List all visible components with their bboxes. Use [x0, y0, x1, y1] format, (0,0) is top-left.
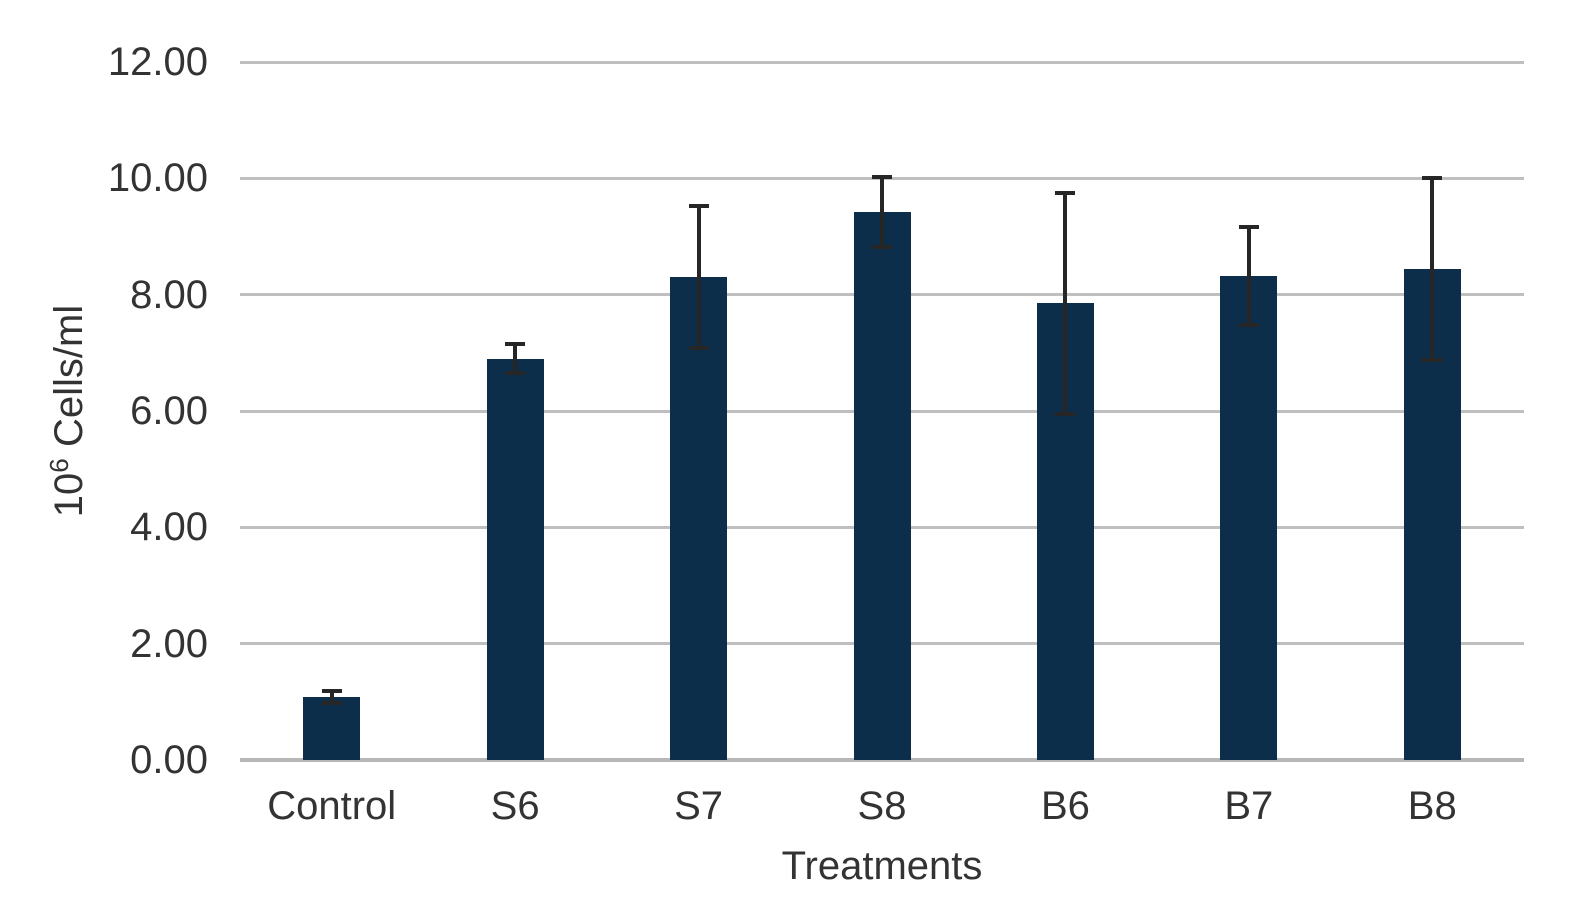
error-bar-bottom-cap	[1055, 411, 1076, 416]
x-category-label: B7	[1224, 784, 1274, 828]
error-bar-stem	[1063, 192, 1068, 414]
y-axis-title-exponent: 6	[44, 458, 74, 473]
error-bar-top-cap	[1422, 176, 1443, 181]
x-category-label: B6	[1040, 784, 1090, 828]
y-tick-label: 0.00	[130, 738, 208, 782]
bar	[1220, 276, 1278, 760]
bar	[670, 277, 728, 760]
error-bar-stem	[696, 206, 701, 349]
error-bar-stem	[1246, 226, 1251, 326]
y-tick-label: 6.00	[130, 389, 208, 433]
error-bar-top-cap	[1238, 224, 1259, 229]
error-bar-top-cap	[321, 689, 342, 694]
y-tick-label: 2.00	[130, 621, 208, 666]
x-category-label: S7	[674, 784, 724, 828]
y-axis-title-unit: Cells/ml	[47, 304, 91, 448]
bar	[303, 697, 361, 760]
y-tick-label: 8.00	[130, 272, 208, 317]
x-axis-title: Treatments	[781, 844, 983, 888]
x-category-label: S6	[490, 784, 540, 828]
x-category-label: S8	[857, 784, 907, 828]
error-bar-top-cap	[688, 204, 709, 209]
y-tick-label: 12.00	[107, 40, 208, 84]
error-bar-top-cap	[872, 175, 892, 180]
error-bar-bottom-cap	[1422, 357, 1443, 362]
y-axis-title-base: 10	[47, 472, 91, 518]
error-bar-stem	[329, 691, 334, 703]
x-category-label: B8	[1407, 784, 1457, 828]
error-bar-bottom-cap	[872, 244, 892, 249]
y-axis-title: 106 Cells/ml	[44, 304, 94, 518]
bar	[486, 358, 544, 760]
error-bar-bottom-cap	[688, 346, 709, 351]
error-bar-top-cap	[1055, 190, 1076, 195]
error-bar-bottom-cap	[1238, 323, 1259, 328]
error-bar-top-cap	[505, 342, 526, 347]
gridline	[240, 60, 1524, 64]
error-bar-stem	[513, 344, 518, 374]
x-axis-line	[240, 758, 1524, 762]
y-tick-label: 4.00	[130, 505, 208, 550]
error-bar-stem	[880, 177, 884, 247]
error-bar-bottom-cap	[505, 371, 526, 376]
error-bar-bottom-cap	[321, 700, 342, 705]
bar	[853, 212, 911, 760]
y-tick-label: 10.00	[107, 156, 208, 201]
error-bar-stem	[1430, 178, 1435, 360]
x-category-label: Control	[267, 784, 397, 828]
